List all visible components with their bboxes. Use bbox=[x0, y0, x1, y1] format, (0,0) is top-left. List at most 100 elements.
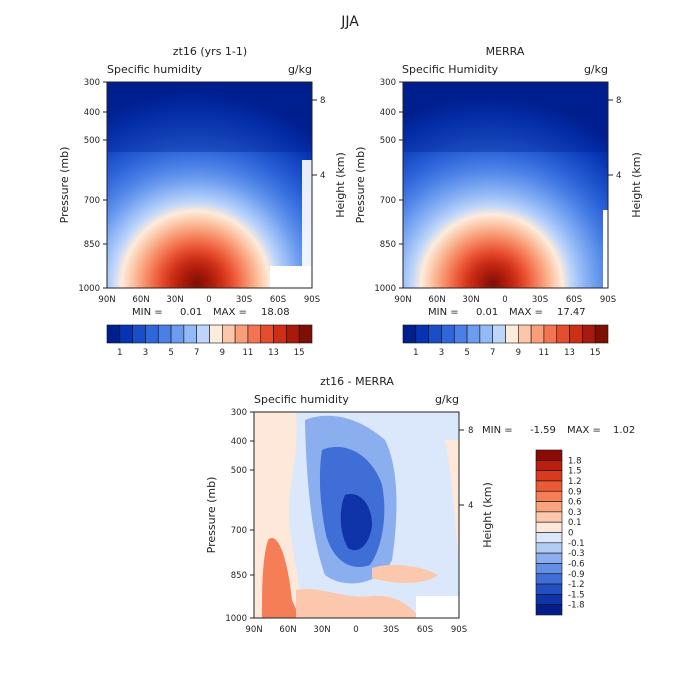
colorbar-label: -1.8 bbox=[568, 601, 585, 611]
x-axis: 90N 60N 30N 0 30S 60S 90S bbox=[245, 625, 467, 635]
colorbar-label: 0.9 bbox=[568, 487, 582, 497]
colorbar-swatch bbox=[535, 501, 563, 513]
panel-subtitle: Specific humidity bbox=[107, 63, 202, 76]
colorbar-label: 0 bbox=[568, 529, 573, 539]
colorbar-swatch bbox=[196, 324, 210, 344]
y2-axis-label: Height (km) bbox=[481, 482, 494, 548]
colorbar-label: 3 bbox=[143, 348, 148, 358]
y2-tick-label: 8 bbox=[616, 96, 621, 106]
y-tick-label: 850 bbox=[380, 240, 396, 250]
colorbar-swatch bbox=[543, 324, 558, 344]
panel-subtitle: Specific Humidity bbox=[402, 63, 499, 76]
plot-frame bbox=[106, 81, 313, 289]
colorbar-swatch bbox=[247, 324, 262, 344]
colorbar-swatch bbox=[415, 324, 429, 344]
plot-frame bbox=[402, 81, 609, 289]
panel-difference: zt16 - MERRA Specific humidity g/kg 300 … bbox=[205, 375, 635, 635]
colorbar-swatch bbox=[145, 324, 159, 344]
colorbar-label: 1.5 bbox=[568, 467, 582, 477]
field-upper-dry bbox=[403, 82, 608, 152]
y2-axis-label: Height (km) bbox=[630, 152, 643, 218]
colorbar-label: -1.2 bbox=[568, 580, 585, 590]
colorbar-swatch bbox=[535, 573, 563, 585]
colorbar-swatch bbox=[106, 324, 121, 344]
x-tick-label: 90S bbox=[304, 295, 320, 305]
y-tick-label: 300 bbox=[84, 78, 100, 88]
colorbar-swatch bbox=[569, 324, 583, 344]
colorbar-swatch bbox=[535, 604, 563, 616]
colorbar-swatch bbox=[222, 324, 236, 344]
colorbar-label: -1.5 bbox=[568, 590, 585, 600]
panel-title: zt16 - MERRA bbox=[320, 375, 394, 388]
colorbar-swatch bbox=[234, 324, 249, 344]
x-tick-label: 90N bbox=[394, 295, 411, 305]
colorbar-swatch bbox=[535, 594, 563, 605]
panel-units: g/kg bbox=[288, 63, 312, 76]
field-positive-surface bbox=[262, 538, 300, 618]
x-tick-label: 30S bbox=[532, 295, 548, 305]
missing-region bbox=[270, 266, 312, 288]
missing-region bbox=[416, 596, 459, 618]
y-tick-label: 1000 bbox=[374, 284, 396, 294]
panel-units: g/kg bbox=[584, 63, 608, 76]
colorbar-swatch bbox=[505, 324, 519, 344]
x-tick-label: 60S bbox=[270, 295, 286, 305]
y-axis-label: Pressure (mb) bbox=[354, 147, 367, 224]
x-tick-label: 30N bbox=[166, 295, 183, 305]
plot-field bbox=[107, 82, 312, 288]
min-value: -1.59 bbox=[530, 425, 556, 436]
max-value: 17.47 bbox=[557, 307, 586, 318]
y-tick-label: 850 bbox=[84, 240, 100, 250]
x-tick-label: 90S bbox=[451, 625, 467, 635]
colorbar-swatch bbox=[535, 490, 563, 502]
colorbar-swatch bbox=[535, 460, 563, 471]
colorbar-swatch bbox=[260, 324, 274, 344]
figure-title: JJA bbox=[340, 14, 359, 30]
colorbar-swatch bbox=[582, 324, 596, 344]
colorbar-label: 9 bbox=[220, 348, 225, 358]
x-tick-label: 30N bbox=[313, 625, 330, 635]
colorbar-label: 5 bbox=[464, 348, 469, 358]
x-tick-label: 90N bbox=[98, 295, 115, 305]
max-value: 18.08 bbox=[261, 307, 290, 318]
stats-line: MIN = -1.59 MAX = 1.02 bbox=[482, 425, 635, 436]
colorbar-swatch bbox=[535, 470, 563, 482]
colorbar-swatch bbox=[535, 552, 563, 564]
y2-tick-label: 4 bbox=[468, 501, 473, 511]
colorbar-label: 7 bbox=[490, 348, 495, 358]
y-tick-label: 400 bbox=[231, 437, 247, 447]
colorbar-swatch bbox=[594, 324, 609, 344]
colorbar-swatch bbox=[170, 324, 185, 344]
x-tick-label: 90S bbox=[600, 295, 616, 305]
panel-zt16: zt16 (yrs 1-1) Specific humidity g/kg 30… bbox=[58, 45, 347, 358]
min-label: MIN = bbox=[428, 307, 459, 318]
min-label: MIN = bbox=[482, 425, 513, 436]
y-tick-label: 400 bbox=[84, 108, 100, 118]
field-positive-60s bbox=[372, 564, 438, 583]
colorbar-label: -0.6 bbox=[568, 559, 585, 569]
colorbar-label: 13 bbox=[268, 348, 279, 358]
colorbar-label: 0.6 bbox=[568, 498, 582, 508]
colorbar-swatch bbox=[132, 324, 146, 344]
y-tick-label: 700 bbox=[84, 196, 100, 206]
colorbar-swatch bbox=[479, 324, 493, 344]
colorbar-label: 11 bbox=[539, 348, 550, 358]
colorbar-swatch bbox=[492, 324, 506, 344]
colorbar-label: 15 bbox=[294, 348, 305, 358]
max-label: MAX = bbox=[567, 425, 601, 436]
colorbar-label: -0.3 bbox=[568, 549, 585, 559]
y-axis-left: 300 400 500 700 850 1000 Pressure (mb) bbox=[354, 78, 403, 294]
min-value: 0.01 bbox=[476, 307, 498, 318]
panel-subtitle: Specific humidity bbox=[254, 393, 349, 406]
colorbar-label: 15 bbox=[590, 348, 601, 358]
y-tick-label: 700 bbox=[380, 196, 396, 206]
y-tick-label: 500 bbox=[231, 466, 247, 476]
y2-axis-label: Height (km) bbox=[334, 152, 347, 218]
field-upper-dry bbox=[107, 82, 312, 152]
colorbar-label: 9 bbox=[516, 348, 521, 358]
y-tick-label: 300 bbox=[380, 78, 396, 88]
field-negative-peak bbox=[340, 494, 372, 551]
colorbar-swatch bbox=[535, 583, 563, 595]
colorbar-swatch bbox=[518, 324, 532, 344]
x-tick-label: 60S bbox=[417, 625, 433, 635]
